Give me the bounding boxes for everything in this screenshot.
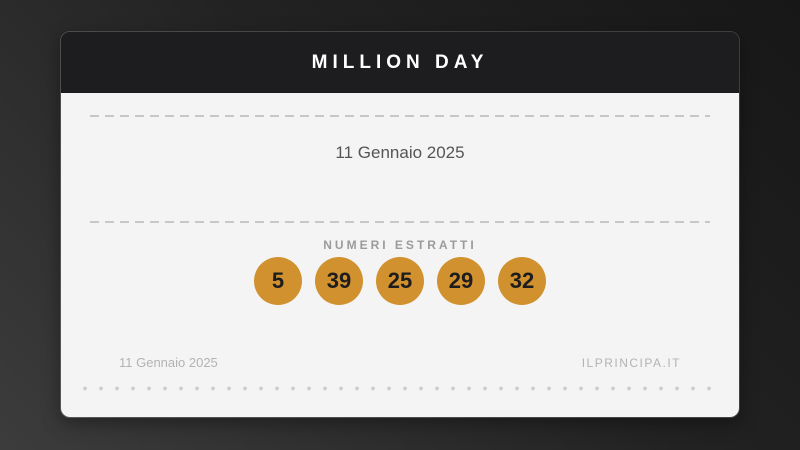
- footer-meta: 11 Gennaio 2025 ILPRINCIPA.IT: [61, 355, 739, 370]
- number-ball: 32: [498, 257, 546, 305]
- number-ball: 39: [315, 257, 363, 305]
- draw-date: 11 Gennaio 2025: [335, 143, 465, 162]
- number-ball: 5: [254, 257, 302, 305]
- lottery-result-card: MILLION DAY 11 Gennaio 2025 NUMERI ESTRA…: [60, 31, 740, 418]
- card-header: MILLION DAY: [61, 32, 739, 93]
- page-title: MILLION DAY: [311, 51, 489, 73]
- dashed-divider-middle: [90, 221, 710, 223]
- dashed-divider-top: [90, 115, 710, 117]
- card-body: 11 Gennaio 2025 NUMERI ESTRATTI 5 39 25 29 3…: [61, 93, 739, 417]
- card-footer: 11 Gennaio 2025 ILPRINCIPA.IT: [61, 355, 739, 417]
- number-ball: 25: [376, 257, 424, 305]
- footer-site-label: ILPRINCIPA.IT: [581, 356, 681, 370]
- numbers-section-label: NUMERI ESTRATTI: [323, 238, 477, 252]
- footer-date: 11 Gennaio 2025: [119, 355, 218, 370]
- number-ball: 29: [437, 257, 485, 305]
- dotted-divider-bottom: [77, 386, 723, 391]
- numbers-row: 5 39 25 29 32: [254, 257, 546, 305]
